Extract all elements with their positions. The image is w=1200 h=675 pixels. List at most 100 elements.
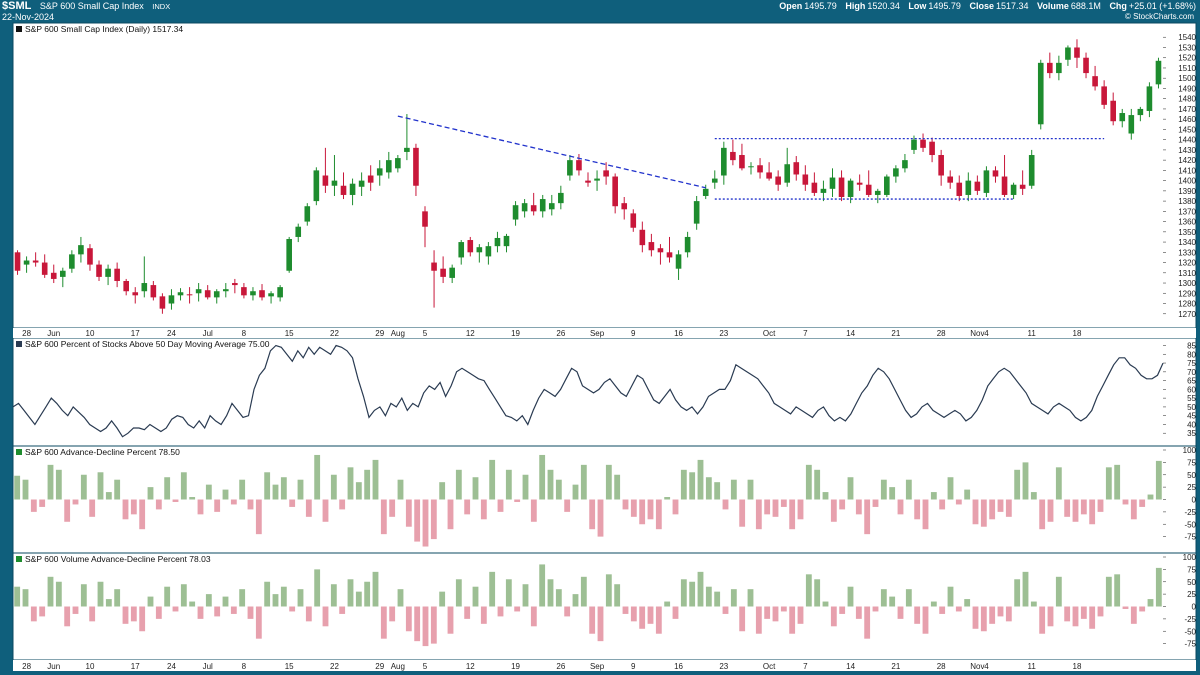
x-tick-label: 16 [674, 329, 683, 338]
candle-body [286, 238, 292, 271]
x-tick-label: 8 [242, 662, 247, 671]
ad-bar [714, 482, 721, 500]
ad-bar [1114, 464, 1121, 500]
ad-bar [680, 579, 687, 607]
ad-bar [964, 599, 971, 607]
ad-bar [547, 469, 554, 500]
ad-bar [630, 606, 637, 622]
x-tick-label: 12 [466, 662, 475, 671]
ad-bar [972, 499, 979, 525]
candle-body [684, 236, 691, 253]
ad-bar [247, 606, 254, 619]
candle-body [431, 262, 437, 271]
y-tick-label: 25 [1187, 483, 1196, 492]
y-tick-label: 1430 [1178, 146, 1196, 155]
ad-bar [1147, 494, 1154, 500]
candle-body [1056, 62, 1062, 74]
y-tick-label: 1500 [1178, 74, 1196, 83]
panel-bg [13, 553, 1163, 660]
x-tick-label: 28 [22, 662, 31, 671]
ad-bar [1014, 579, 1021, 607]
ad-bar [172, 499, 179, 502]
candle-body [1010, 184, 1017, 195]
ad-bar [189, 497, 196, 500]
ad-bar [122, 606, 129, 624]
y-tick-label: -75 [1184, 533, 1196, 542]
ad-bar [1155, 567, 1162, 607]
x-tick-label: Jun [47, 329, 60, 338]
x-tick-label: 23 [719, 329, 728, 338]
candle-body [340, 185, 347, 195]
ad-bar [422, 606, 429, 647]
candle-body [1074, 47, 1080, 58]
candle-body [1028, 155, 1035, 186]
x-tick-label: 8 [242, 329, 247, 338]
y-tick-label: 1440 [1178, 136, 1196, 145]
x-tick-label: 22 [330, 329, 339, 338]
candle-body [621, 203, 628, 210]
candle-body [422, 211, 428, 227]
ad-bar [647, 606, 654, 624]
ad-bar [622, 606, 629, 614]
ad-bar [397, 479, 404, 500]
high-label: High [845, 1, 866, 11]
x-tick-label: 23 [719, 662, 728, 671]
panel-title: S&P 600 Advance-Decline Percent 78.50 [25, 447, 180, 457]
ad-bar [480, 499, 487, 520]
x-tick-label: Aug [391, 329, 405, 338]
breadth-line [12, 344, 1164, 438]
candle-body [702, 188, 709, 196]
y-tick-label: 1370 [1178, 207, 1196, 216]
candle-body [530, 205, 537, 212]
ad-bar [389, 499, 396, 517]
x-tick-label: 28 [937, 329, 946, 338]
candle-body [331, 180, 338, 186]
ad-bar [505, 469, 512, 500]
header-row-1: $SML S&P 600 Small Cap Index INDX Open 14… [0, 0, 1200, 12]
ad-bar [180, 472, 187, 500]
candle-body [376, 168, 383, 176]
date-label: 22-Nov-2024 [2, 12, 55, 22]
ad-bar [230, 499, 237, 505]
candle-body [648, 242, 655, 251]
ad-bar [1030, 492, 1037, 500]
ad-bar [814, 579, 821, 607]
y-tick-label: 0 [1192, 603, 1197, 612]
x-tick-label: 14 [846, 329, 855, 338]
x-tick-label: Sep [590, 329, 605, 338]
ad-bar [172, 606, 179, 612]
ad-bar [797, 606, 804, 624]
ad-bar [330, 584, 337, 607]
y-tick-label: -75 [1184, 640, 1196, 649]
y-tick-label: 1320 [1178, 259, 1196, 268]
panel-title: S&P 600 Volume Advance-Decline Percent 7… [25, 554, 211, 564]
ad-bar [1122, 499, 1129, 505]
ad-bar [447, 606, 454, 634]
x-tick-label: 5 [423, 662, 428, 671]
symbol[interactable]: $SML [2, 0, 32, 12]
candle-body [1101, 86, 1107, 105]
ad-bar [89, 499, 96, 517]
candle-body [1119, 113, 1126, 122]
ad-bar [955, 499, 962, 505]
ad-bar [772, 606, 779, 622]
x-tick-label: 10 [86, 329, 95, 338]
ad-bar [614, 474, 621, 500]
ad-bar [672, 499, 679, 515]
candle-body [186, 294, 193, 296]
ad-bar [380, 499, 387, 535]
ad-bar [480, 606, 487, 624]
ad-bar [1055, 576, 1062, 607]
ad-bar [780, 499, 787, 507]
y-tick-label: 100 [1183, 446, 1197, 455]
candle-body [1092, 76, 1098, 87]
y-tick-label: 45 [1187, 412, 1196, 421]
candle-body [1128, 115, 1135, 134]
ad-bar [1039, 499, 1046, 530]
y-tick-label: 75 [1187, 565, 1196, 574]
ad-bar [797, 499, 804, 520]
candle-body [440, 268, 446, 277]
candle-body [721, 147, 727, 176]
ad-bar [847, 586, 854, 607]
panel-title-swatch [16, 556, 22, 562]
